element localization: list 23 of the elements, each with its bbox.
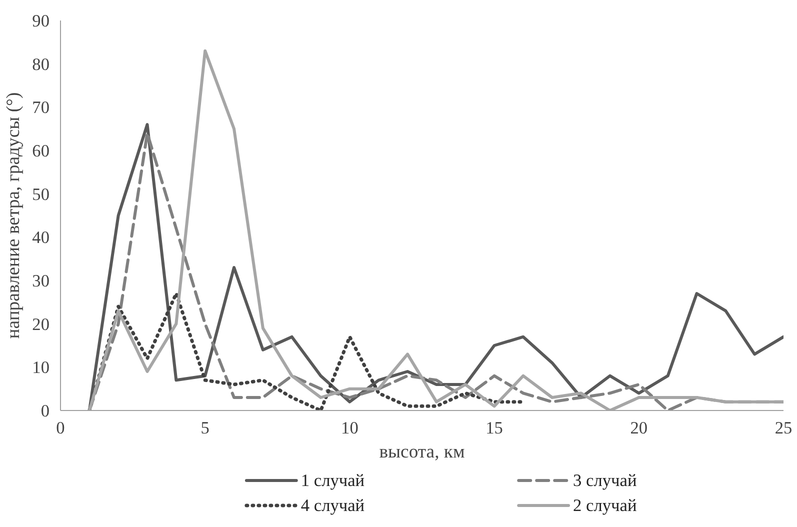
y-tick-label: 70 — [32, 98, 50, 118]
y-tick-label: 30 — [32, 272, 50, 290]
y-axis-title: направление ветра, градусы (°) — [3, 92, 24, 339]
y-tick-label: 40 — [32, 228, 50, 248]
y-tick-label: 80 — [32, 54, 50, 74]
x-tick-label: 5 — [200, 418, 210, 438]
x-tick-label: 20 — [630, 418, 648, 438]
y-tick-label: 0 — [40, 402, 50, 420]
y-tick-label: 90 — [32, 12, 50, 30]
legend-label: 2 случай — [573, 496, 637, 515]
y-tick-label: 20 — [32, 314, 50, 334]
x-tick-label: 10 — [341, 418, 358, 438]
y-tick-label: 50 — [32, 184, 50, 204]
legend-label: 3 случай — [573, 471, 637, 490]
x-tick-label: 0 — [56, 418, 65, 438]
x-axis-title: высота, км — [379, 442, 465, 462]
legend-label: 4 случай — [300, 496, 365, 515]
y-tick-label: 60 — [32, 142, 50, 160]
x-tick-label: 25 — [774, 418, 792, 438]
legend-label: 1 случай — [300, 471, 365, 490]
line-series — [88, 292, 525, 410]
y-tick-label: 10 — [32, 358, 50, 378]
x-tick-label: 15 — [486, 418, 503, 438]
